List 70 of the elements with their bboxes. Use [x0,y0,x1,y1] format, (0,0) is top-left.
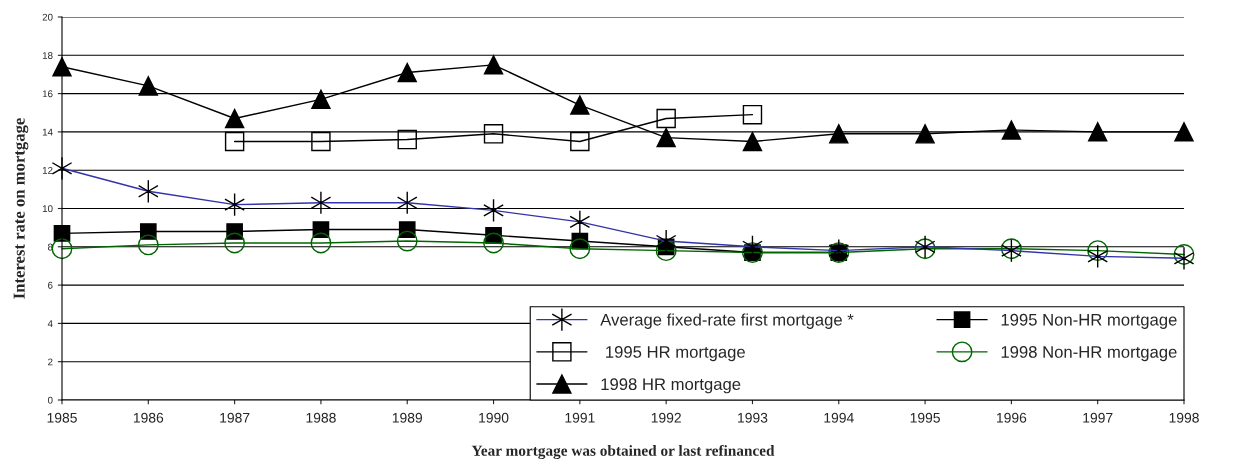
x-tick-label: 1997 [1083,412,1113,423]
x-tick-label: 1989 [392,412,423,423]
point [311,131,331,152]
legend-label: Average fixed-rate first mortgage * [600,313,854,329]
point [397,129,417,150]
point [1173,246,1195,271]
x-tick-label: 1993 [738,412,768,423]
y-tick-label: 16 [42,90,53,98]
point [1001,120,1022,140]
y-tick-label: 4 [47,320,53,327]
x-tick-label: 1990 [479,412,509,423]
point [483,124,504,144]
point [139,223,157,240]
x-tick-label: 1998 [1169,412,1199,423]
point [1173,244,1195,265]
legend-label: 1995 HR mortgage [606,346,745,362]
x-tick-label: 1994 [824,412,854,423]
point [226,223,243,240]
point [51,238,73,260]
point [655,229,677,253]
point [483,232,504,254]
x-tick-label: 1985 [47,412,77,423]
point [397,62,417,83]
point [310,190,332,215]
y-axis-title: Interest rate on mortgage [13,118,29,299]
x-axis-title: Year mortgage was obtained or last refinanced [471,444,775,460]
point [569,238,591,260]
point [312,221,330,238]
legend-label: 1998 Non-HR mortgage [1001,346,1177,362]
x-tick-label: 1988 [306,412,336,423]
point [1087,240,1109,262]
point [1087,122,1108,142]
point [915,124,935,144]
point [224,131,245,152]
legend-label: 1998 HR mortgage [601,378,741,394]
point [656,108,676,129]
point [742,104,763,125]
x-tick-label: 1995 [910,412,940,423]
y-tick-label: 20 [42,13,53,21]
x-tick-label: 1996 [997,412,1027,423]
y-tick-label: 6 [48,281,53,289]
point [138,76,159,96]
point [310,232,332,254]
point [1174,122,1194,142]
x-tick-label: 1987 [220,412,250,423]
x-tick-label: 1991 [565,412,595,423]
legend-label: 1995 Non-HR mortgage [1001,313,1177,329]
point [570,131,590,152]
y-tick-label: 14 [42,128,53,136]
y-tick-label: 18 [42,52,53,59]
point [569,210,591,234]
point [742,131,763,152]
point [224,232,246,254]
y-tick-label: 2 [48,358,53,366]
y-tick-label: 10 [42,205,53,213]
point [51,156,73,181]
y-tick-label: 0 [47,396,53,404]
point [398,221,416,238]
point [483,55,504,75]
point [224,108,245,129]
point [570,95,590,115]
x-tick-label: 1992 [651,412,681,423]
point [137,234,159,256]
point [655,240,677,262]
y-tick-label: 12 [42,166,53,174]
point [656,127,676,148]
x-tick-label: 1986 [133,412,164,423]
point [311,89,331,110]
point [829,124,849,144]
point [396,230,418,252]
